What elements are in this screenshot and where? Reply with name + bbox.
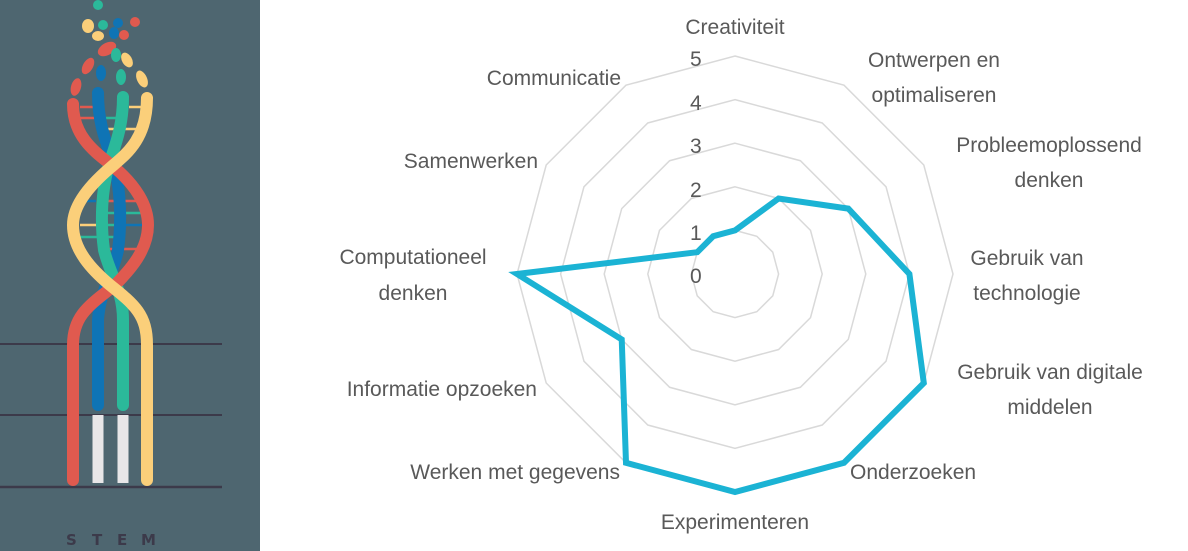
stem-logo-text: S T E M (66, 531, 156, 549)
label-ontwerpen-line2: optimaliseren (872, 84, 997, 107)
label-samenwerken: Samenwerken (404, 150, 538, 173)
label-technologie-line1: Gebruik van (970, 247, 1083, 270)
label-ontwerpen-line1: Ontwerpen en (868, 49, 1000, 72)
series-line-0 (508, 195, 927, 496)
label-probleem-line2: denken (1015, 169, 1084, 192)
label-informatie: Informatie opzoeken (347, 378, 537, 401)
tick-label-1: 1 (690, 222, 702, 245)
dna-strands (66, 87, 155, 486)
label-technologie-line2: technologie (973, 282, 1080, 305)
label-experimenteren: Experimenteren (661, 511, 809, 534)
grid-ring-5 (516, 55, 954, 493)
dna-dots (70, 0, 148, 96)
label-communicatie: Communicatie (487, 67, 621, 90)
tick-label-4: 4 (690, 92, 702, 115)
tick-label-3: 3 (690, 135, 702, 158)
label-computationeel-line1: Computationeel (339, 246, 486, 269)
label-onderzoeken: Onderzoeken (850, 461, 976, 484)
grid-ring-3 (603, 142, 867, 406)
radial-tick-labels: 0 1 2 3 4 5 (690, 48, 702, 288)
radar-series (508, 195, 927, 496)
tick-label-2: 2 (690, 179, 702, 202)
label-creativiteit: Creativiteit (685, 16, 784, 39)
grid-ring-4 (559, 98, 911, 450)
stem-dna-logo-icon: S T E M (0, 0, 222, 549)
label-computationeel-line2: denken (379, 282, 448, 305)
radar-grid (516, 55, 954, 493)
tick-label-0: 0 (690, 265, 702, 288)
label-digitaal-line1: Gebruik van digitale (957, 361, 1143, 384)
tick-label-5: 5 (690, 48, 702, 71)
label-digitaal-line2: middelen (1007, 396, 1092, 419)
grid-ring-2 (647, 186, 823, 362)
category-labels: Creativiteit Ontwerpen en optimaliseren … (339, 16, 1142, 534)
stem-logo-panel: S T E M (0, 0, 260, 551)
label-probleem-line1: Probleemoplossend (956, 134, 1142, 157)
label-gegevens: Werken met gegevens (410, 461, 620, 484)
